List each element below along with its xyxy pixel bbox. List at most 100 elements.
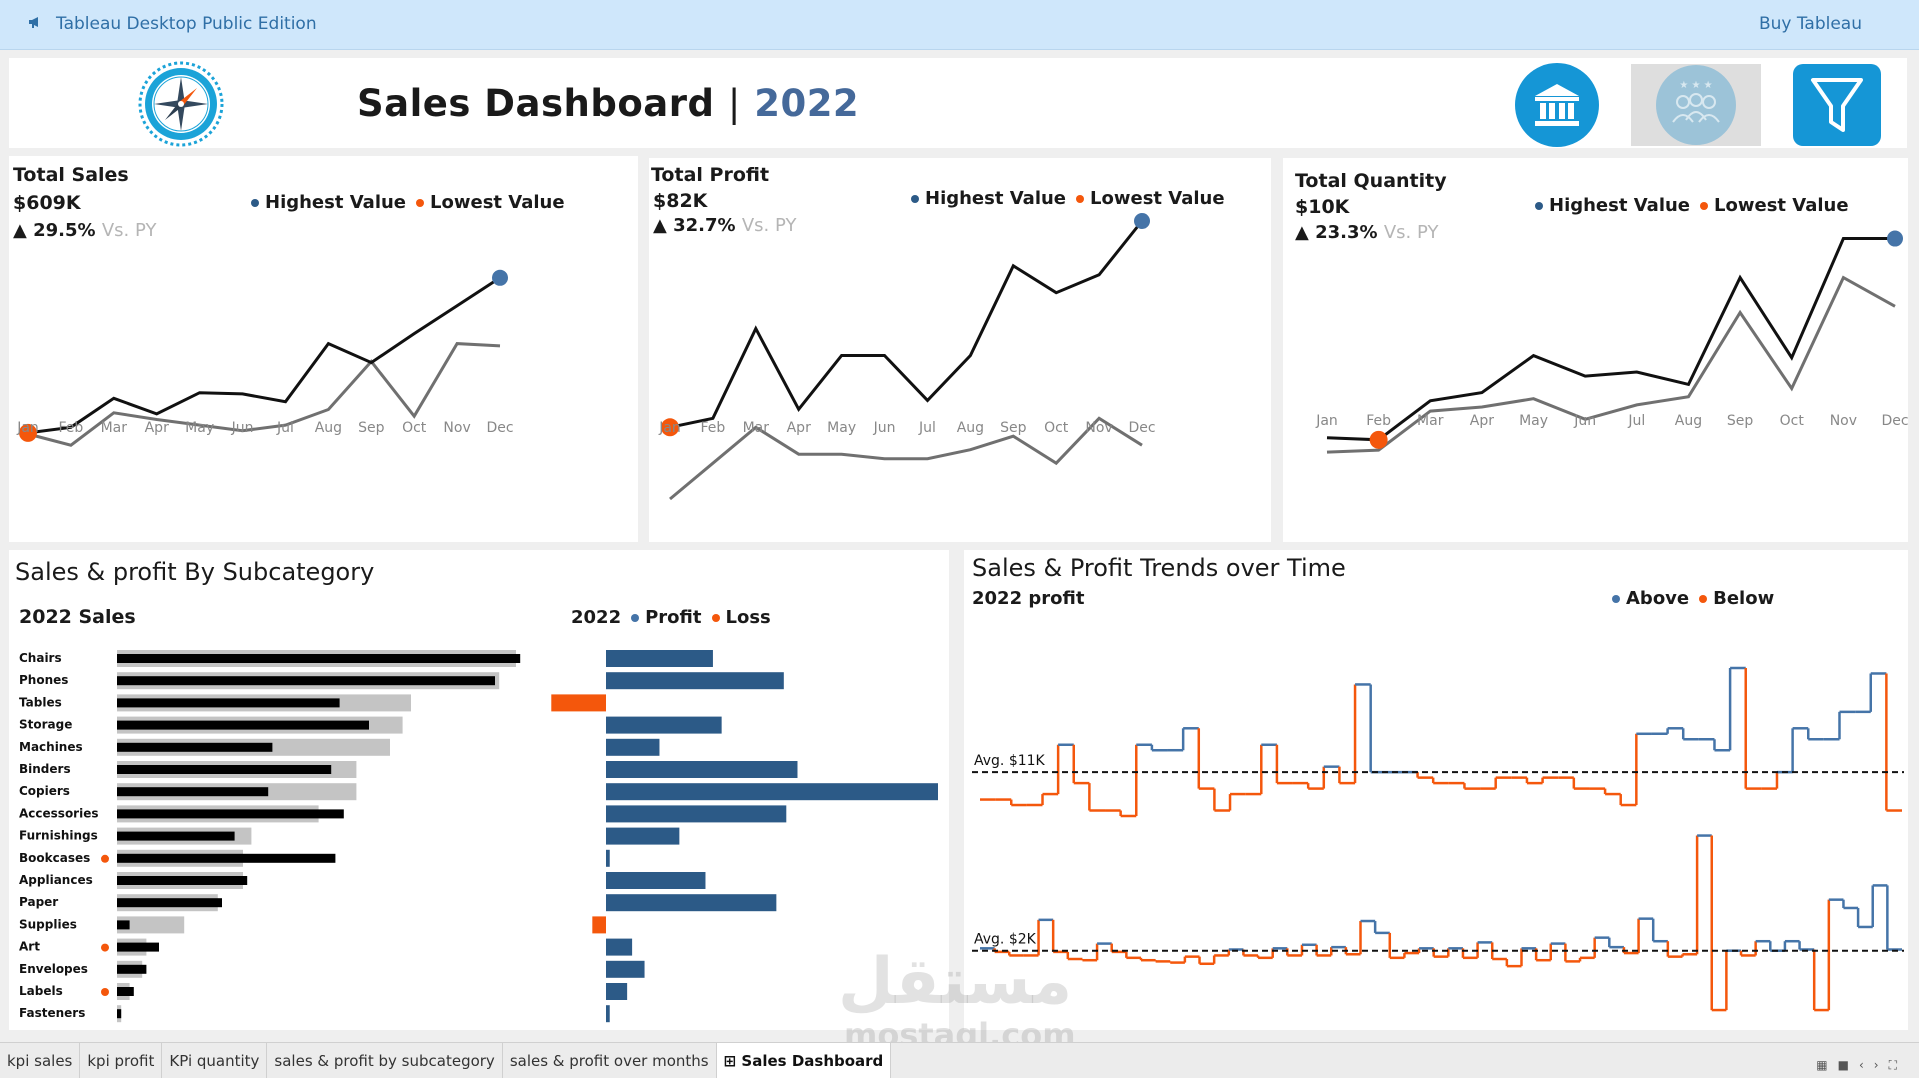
- legend-lowest: Lowest Value: [416, 192, 565, 213]
- tab-kpi-sales[interactable]: kpi sales: [0, 1043, 81, 1078]
- legend-dot-icon: [911, 194, 919, 203]
- kpi-profit-panel: Total Profit $82K ▲ 32.7% Vs. PY Highest…: [649, 158, 1271, 542]
- legend-highest-label: Highest Value: [265, 192, 407, 213]
- buy-tableau-link[interactable]: Buy Tableau: [1758, 14, 1862, 34]
- app-title: Tableau Desktop Public Edition: [28, 14, 317, 34]
- subcategory-label: Phones: [19, 673, 68, 687]
- loss-bar: [592, 916, 606, 934]
- current-year-line: [669, 220, 1144, 429]
- trends-title: Sales & Profit Trends over Time: [972, 554, 1346, 582]
- month-tick-label: Apr: [145, 420, 169, 436]
- month-tick-label: Dec: [1128, 420, 1155, 436]
- kpi-change-value: 29.5%: [33, 220, 96, 241]
- bank-icon: [1515, 63, 1599, 147]
- profit-bar: [606, 827, 680, 845]
- lowest-value-point: [19, 423, 37, 442]
- kpi-vs-label: Vs. PY: [1383, 222, 1439, 243]
- watermark-logo: مستقل: [838, 945, 1073, 1019]
- trends-panel: Sales & Profit Trends over Time 2022 pro…: [964, 550, 1908, 1030]
- month-tick-label: Apr: [787, 420, 811, 436]
- lowest-value-point: [1369, 430, 1388, 449]
- decline-marker: [101, 943, 109, 952]
- profit-bar: [606, 938, 633, 956]
- trends-legend: Above Below: [1612, 588, 1774, 609]
- up-arrow-icon: ▲: [13, 220, 27, 241]
- month-tick-label: Jan: [16, 420, 39, 436]
- tab-kpi-quantity[interactable]: KPi quantity: [162, 1043, 268, 1078]
- decline-marker: [101, 988, 109, 996]
- profit-bar: [606, 849, 610, 867]
- legend-loss: Loss: [711, 607, 771, 628]
- month-tick-label: Feb: [701, 420, 726, 436]
- tab-over-months[interactable]: sales & profit over months: [503, 1043, 717, 1078]
- profit-bar: [606, 672, 784, 690]
- kpi-change: ▲ 29.5% Vs. PY: [13, 220, 156, 241]
- legend-dot-icon: [1076, 194, 1085, 203]
- kpi-quantity-panel: Total Quantity $10K ▲ 23.3% Vs. PY Highe…: [1283, 158, 1908, 542]
- nav-prev-icon[interactable]: ‹: [1858, 1058, 1874, 1072]
- month-tick-label: Jan: [1315, 413, 1338, 429]
- subcategory-label: Furnishings: [19, 829, 98, 843]
- month-tick-label: Apr: [1470, 413, 1494, 429]
- prior-year-line: [27, 342, 501, 447]
- up-arrow-icon: ▲: [1295, 222, 1309, 243]
- sheet-view-icon[interactable]: ■: [1837, 1058, 1859, 1072]
- legend-dot-icon: [1700, 201, 1709, 210]
- current-sales-bar: [117, 765, 332, 774]
- kpi-sales-panel: Total Sales $609K ▲ 29.5% Vs. PY Highest…: [9, 156, 638, 542]
- current-sales-bar: [117, 920, 130, 930]
- legend-lowest-label: Lowest Value: [1090, 188, 1225, 209]
- customers-icon: ★ ★ ★: [1656, 65, 1736, 145]
- tab-sales-dashboard[interactable]: ⊞ Sales Dashboard: [716, 1043, 892, 1078]
- fit-icon[interactable]: ⛶: [1888, 1058, 1907, 1072]
- legend-highest: Highest Value: [251, 192, 406, 213]
- grid-view-icon[interactable]: ▦: [1816, 1058, 1838, 1072]
- month-tick-label: Sep: [1000, 420, 1027, 436]
- tab-sales-dashboard-label: Sales Dashboard: [741, 1052, 884, 1070]
- tab-subcategory[interactable]: sales & profit by subcategory: [267, 1043, 503, 1078]
- lowest-value-point: [661, 418, 679, 437]
- kpi-quantity-chart: Jan Feb Mar Apr May Jun Jul Aug Sep Oct Nov Dec: [1315, 230, 1908, 454]
- kpi-value: $10K: [1295, 196, 1350, 218]
- subcategory-label: Supplies: [19, 917, 77, 931]
- subcategory-label: Art: [19, 940, 40, 954]
- month-tick-label: Sep: [1727, 413, 1754, 429]
- current-sales-bar: [117, 654, 521, 663]
- month-tick-label: Dec: [1881, 413, 1908, 429]
- subcategory-label: Envelopes: [19, 962, 88, 976]
- current-sales-bar: [117, 720, 369, 730]
- month-tick-label: Jul: [1627, 413, 1645, 429]
- profit-bar: [606, 783, 938, 801]
- filter-button[interactable]: [1793, 64, 1881, 150]
- average-label: Avg. $2K: [974, 932, 1037, 948]
- kpi-value: $82K: [653, 190, 708, 212]
- profit-bar: [606, 716, 722, 734]
- nav-next-icon[interactable]: ›: [1873, 1058, 1889, 1072]
- month-tick-label: Mar: [1417, 413, 1444, 429]
- status-bar-icons: ▦■‹›⛶: [1816, 1058, 1907, 1073]
- legend-highest: Highest Value: [911, 188, 1066, 209]
- kpi-title: Total Quantity: [1295, 170, 1447, 192]
- month-tick-label: May: [1519, 413, 1548, 429]
- customers-button[interactable]: ★ ★ ★: [1631, 64, 1761, 146]
- current-sales-bar: [117, 853, 336, 863]
- subcategory-label: Paper: [19, 895, 58, 909]
- kpi-title: Total Profit: [651, 164, 770, 186]
- month-tick-label: Jun: [873, 420, 896, 436]
- subcategory-label: Fasteners: [19, 1006, 85, 1020]
- prior-year-sales-bar: [117, 916, 185, 934]
- tab-kpi-profit[interactable]: kpi profit: [80, 1043, 163, 1078]
- month-tick-label: May: [827, 420, 856, 436]
- up-arrow-icon: ▲: [653, 215, 667, 236]
- app-title-bar: Tableau Desktop Public Edition Buy Table…: [0, 0, 1919, 50]
- month-tick-label: Oct: [1780, 413, 1805, 429]
- decline-marker: [101, 854, 109, 863]
- bank-button[interactable]: [1513, 62, 1601, 152]
- current-year-line: [1326, 237, 1895, 442]
- legend-lowest-label: Lowest Value: [1714, 195, 1849, 216]
- kpi-value: $609K: [13, 192, 81, 214]
- month-tick-label: Jun: [231, 420, 254, 436]
- highest-value-point: [492, 269, 508, 286]
- kpi-change-value: 32.7%: [673, 215, 736, 236]
- kpi-legend: Highest Value Lowest Value: [1535, 195, 1849, 216]
